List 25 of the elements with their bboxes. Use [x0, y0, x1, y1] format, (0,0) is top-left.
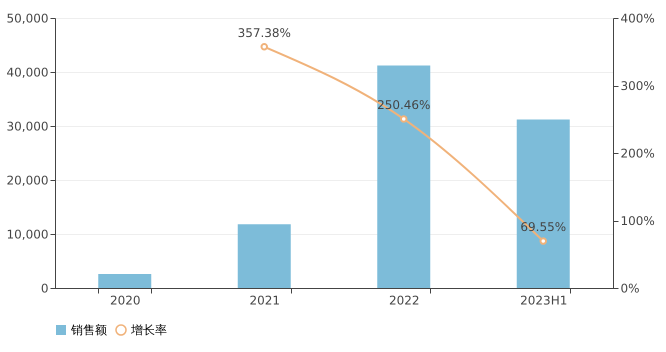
x-tick-label: 2023H1	[520, 294, 568, 308]
y2-tick-label: 0%	[620, 282, 640, 296]
bar	[516, 120, 570, 288]
bar	[377, 66, 430, 288]
x-tick-label: 2021	[249, 294, 280, 308]
x-tick-label: 2022	[388, 294, 420, 308]
y2-tick-label: 100%	[620, 214, 655, 228]
point	[260, 43, 268, 50]
x-tick-label: 2020	[110, 294, 141, 308]
y-tick-label: 40,000	[6, 66, 48, 80]
point	[400, 115, 408, 123]
y-tick-label: 0	[40, 282, 48, 296]
point	[540, 237, 547, 245]
y-tick-label: 50,000	[6, 12, 48, 26]
y-tick-label: 10,000	[6, 228, 48, 242]
y2-tick-label: 200%	[620, 146, 655, 160]
y-tick-label: 20,000	[6, 174, 48, 188]
y2-tick-label: 300%	[620, 79, 655, 93]
legend-label: 增长率	[130, 323, 167, 337]
y-tick-label: 30,000	[6, 120, 48, 134]
y2-tick-label: 400%	[620, 12, 655, 26]
bar	[238, 224, 291, 288]
legend-label: 销售额	[70, 323, 107, 337]
bar	[98, 274, 152, 288]
data-label: 357.38%	[238, 26, 291, 40]
